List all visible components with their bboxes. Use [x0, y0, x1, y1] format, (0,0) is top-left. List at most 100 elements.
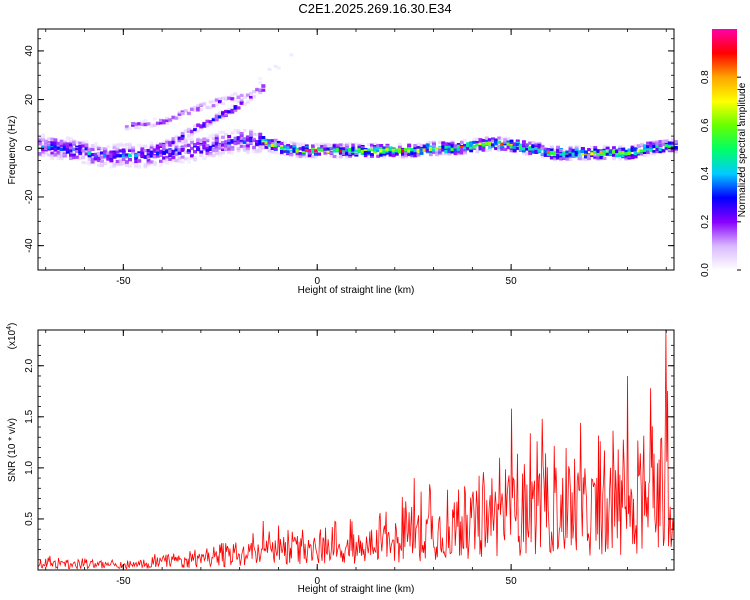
heatmap-cell [484, 141, 489, 145]
heatmap-cell [534, 149, 539, 154]
heatmap-cell [162, 144, 166, 148]
heatmap-cell [307, 154, 312, 158]
heatmap-cell [236, 136, 241, 140]
heatmap-cell [370, 143, 374, 147]
heatmap-cell [214, 151, 219, 156]
heatmap-cell [62, 149, 67, 153]
heatmap-cell [258, 88, 263, 92]
heatmap-cell [283, 140, 287, 144]
heatmap-cell [208, 123, 213, 127]
heatmap-cell [233, 141, 238, 146]
heatmap-cell [370, 146, 374, 150]
heatmap-cell [115, 143, 120, 147]
heatmap-cell [115, 148, 120, 152]
heatmap-cell [146, 163, 151, 167]
heatmap-cell [134, 154, 139, 158]
heatmap-cell [168, 118, 173, 122]
heatmap-cell [506, 140, 511, 144]
heatmap-cell [56, 153, 61, 157]
heatmap-cell [65, 150, 70, 154]
heatmap-cell [236, 129, 241, 133]
heatmap-cell [131, 122, 135, 126]
heatmap-cell [441, 145, 446, 149]
heatmap-cell [199, 150, 204, 154]
heatmap-cell [106, 151, 111, 155]
heatmap-cell [643, 148, 647, 152]
heatmap-cell [404, 155, 408, 159]
heatmap-cell [249, 98, 253, 102]
heatmap-cell [258, 77, 263, 81]
heatmap-cell [314, 143, 318, 147]
heatmap-cell [211, 121, 216, 125]
heatmap-cell [472, 137, 477, 141]
heatmap-cell [190, 146, 194, 151]
heatmap-cell [149, 145, 154, 149]
colorbar-tick-label: 0.8 [700, 70, 711, 84]
heatmap-cell [121, 161, 126, 166]
heatmap-cell [121, 143, 126, 147]
heatmap-cell [357, 149, 362, 153]
heatmap-cell [221, 96, 225, 100]
heatmap-cell [577, 154, 582, 158]
heatmap-cell [317, 143, 322, 147]
heatmap-cell [81, 142, 86, 146]
heatmap-cell [664, 146, 669, 150]
heatmap-cell [186, 134, 191, 138]
heatmap-cell [522, 147, 526, 151]
y-tick-label: 2.0 [24, 358, 35, 372]
heatmap-cell [56, 146, 61, 150]
heatmap-cell [214, 98, 219, 102]
heatmap-cell [515, 146, 520, 150]
heatmap-cell [221, 130, 225, 134]
heatmap-cell [115, 154, 120, 158]
heatmap-cell [314, 152, 318, 156]
heatmap-cell [202, 123, 207, 127]
heatmap-cell [320, 142, 325, 146]
heatmap-cell [456, 152, 461, 156]
heatmap-cell [186, 143, 191, 147]
heatmap-cell [186, 136, 191, 140]
heatmap-cell [239, 141, 244, 145]
heatmap-cell [72, 143, 76, 147]
heatmap-cell [605, 149, 610, 153]
heatmap-cell [249, 139, 253, 143]
heatmap-cell [196, 141, 201, 146]
heatmap-cell [438, 146, 443, 151]
heatmap-cell [584, 158, 588, 162]
heatmap-cell [196, 129, 201, 133]
heatmap-cell [674, 147, 678, 151]
heatmap-cell [528, 149, 533, 153]
heatmap-cell [217, 144, 222, 148]
heatmap-cell [410, 151, 415, 155]
heatmap-cell [599, 149, 604, 153]
heatmap-cell [618, 151, 623, 155]
heatmap-cell [124, 125, 129, 129]
heatmap-cell [453, 151, 458, 155]
heatmap-cell [286, 146, 291, 150]
heatmap-cell [221, 116, 225, 120]
heatmap-cell [112, 152, 117, 156]
heatmap-cell [211, 137, 216, 141]
heatmap-cell [373, 150, 377, 154]
heatmap-cell [370, 153, 374, 157]
heatmap-cell [233, 108, 238, 112]
heatmap-cell [47, 153, 52, 157]
heatmap-cell [208, 147, 213, 151]
heatmap-cell [391, 154, 396, 158]
heatmap-cell [196, 146, 201, 150]
heatmap-cell [556, 149, 560, 153]
heatmap-cell [435, 149, 439, 153]
heatmap-cell [255, 140, 260, 144]
heatmap-cell [159, 149, 163, 153]
heatmap-cell [323, 142, 328, 146]
heatmap-cell [41, 136, 45, 140]
heatmap-cell [438, 148, 443, 152]
heatmap-cell [379, 153, 384, 157]
heatmap-cell [211, 133, 216, 137]
heatmap-cell [249, 136, 253, 140]
heatmap-cell [109, 165, 114, 169]
heatmap-cell [50, 154, 55, 158]
heatmap-cell [568, 149, 573, 153]
heatmap-cell [193, 108, 197, 112]
heatmap-cell [224, 143, 228, 147]
